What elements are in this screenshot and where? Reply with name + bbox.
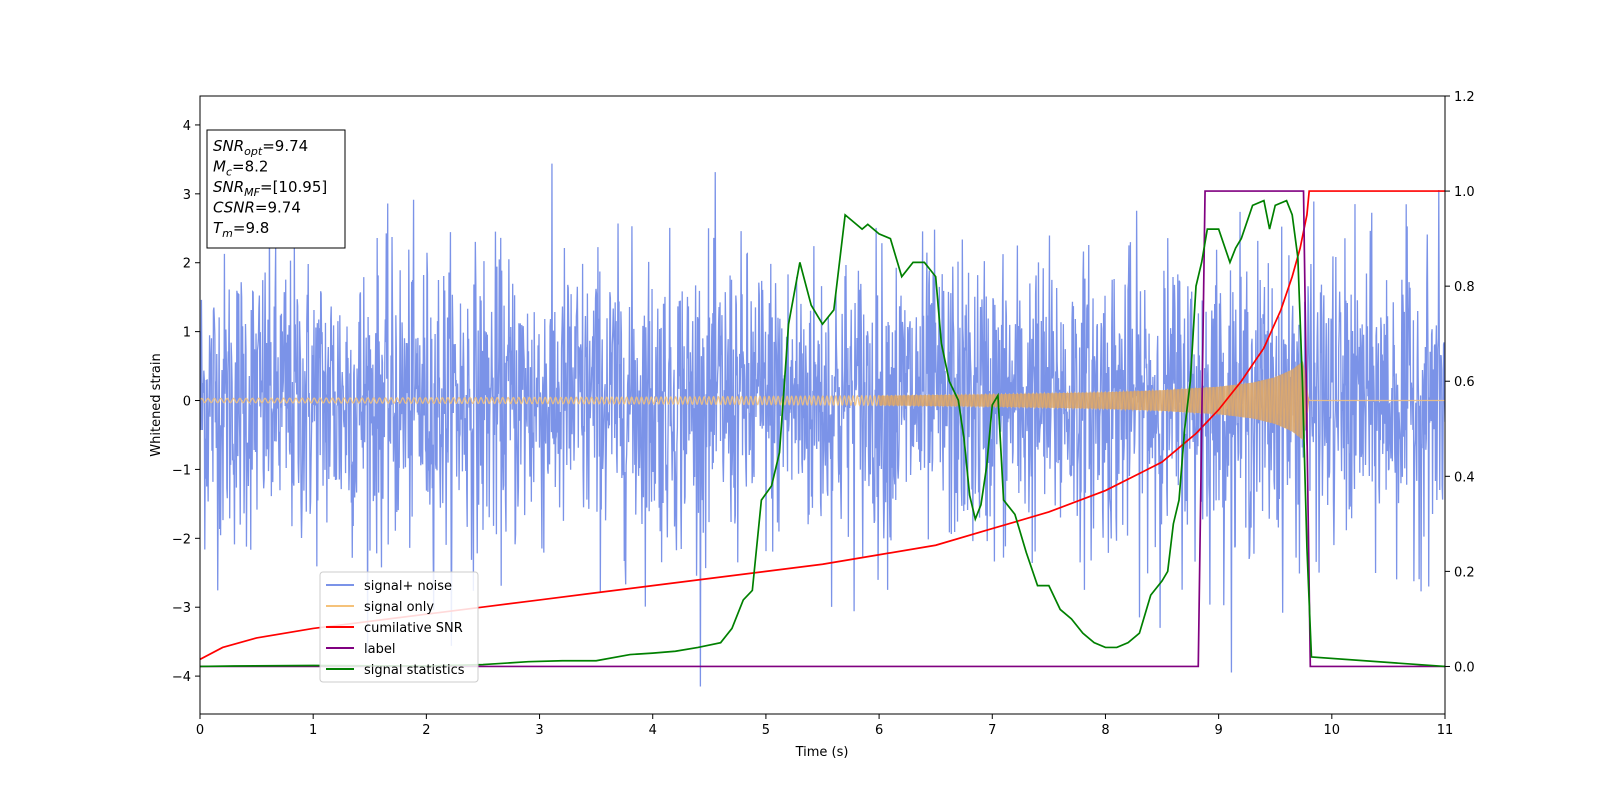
x-tick-label: 0 (196, 723, 204, 738)
y-tick-label: −3 (172, 601, 191, 616)
label-line (200, 190, 1445, 668)
annotation-line: SNRopt=9.74 (213, 137, 308, 158)
y2-tick-label: 1.0 (1454, 185, 1475, 200)
annotation-box: SNRopt=9.74Mc=8.2SNRMF=[10.95]CSNR=9.74T… (206, 129, 346, 249)
annotation-line: Mc=8.2 (213, 158, 268, 179)
x-tick-label: 7 (988, 723, 996, 738)
legend-label: cumilative SNR (364, 621, 463, 636)
x-tick-label: 11 (1437, 723, 1454, 738)
y-tick-label: −1 (172, 463, 191, 478)
annotation-subscript: c (226, 166, 232, 179)
annotation-symbol: SNR (213, 137, 244, 155)
y-tick-label: −4 (172, 670, 191, 685)
annotation-line: CSNR=9.74 (213, 199, 301, 217)
annotation-symbol: SNR (213, 178, 244, 196)
annotation-value: =9.74 (262, 137, 308, 155)
axes: 0 1 2 3 4 5 6 7 8 9 10 11 −4 −3 −2 −1 0 1 2 3 4 0.0 0.2 0.4 0.6 0… (172, 90, 1475, 738)
annotation-line: SNRMF=[10.95] (213, 178, 327, 199)
signal-statistics-line (200, 199, 1445, 668)
x-tick-label: 4 (649, 723, 657, 738)
annotation-value: =[10.95] (260, 178, 327, 196)
x-tick-label: 9 (1214, 723, 1222, 738)
y2-tick-label: 0.2 (1454, 565, 1475, 580)
y-tick-label: −2 (172, 532, 191, 547)
legend-label: label (364, 642, 395, 657)
annotation-subscript: MF (244, 186, 260, 199)
annotation-symbol: T (213, 219, 224, 237)
annotation-line: Tm=9.8 (213, 219, 269, 240)
y2-tick-label: 0.6 (1454, 375, 1475, 390)
x-tick-label: 10 (1324, 723, 1341, 738)
annotation-value: =9.8 (233, 219, 269, 237)
x-tick-label: 6 (875, 723, 883, 738)
signal-only-chirp-fill (879, 361, 1310, 440)
annotation-value: =9.74 (255, 199, 301, 217)
legend-label: signal+ noise (364, 579, 452, 594)
annotation-subscript: m (222, 227, 233, 240)
annotation-value: =8.2 (232, 158, 268, 176)
y-tick-label: 2 (183, 257, 191, 272)
y-tick-label: 0 (183, 395, 191, 410)
legend-frame (319, 571, 479, 683)
x-tick-label: 1 (309, 723, 317, 738)
y2-tick-label: 1.2 (1454, 90, 1475, 105)
y2-tick-label: 0.0 (1454, 660, 1475, 675)
x-axis-label: Time (s) (795, 745, 849, 760)
y-tick-label: 1 (183, 326, 191, 341)
legend-label: signal statistics (364, 663, 465, 678)
x-tick-label: 2 (422, 723, 430, 738)
annotation-symbol: CSNR (213, 199, 255, 217)
y2-tick-label: 0.4 (1454, 470, 1475, 485)
annotation-symbol: M (213, 158, 226, 176)
x-tick-label: 8 (1101, 723, 1109, 738)
legend-label: signal only (364, 600, 434, 615)
x-tick-label: 3 (535, 723, 543, 738)
y2-tick-label: 0.8 (1454, 280, 1475, 295)
plot-frame (199, 95, 1446, 715)
y-tick-label: 4 (183, 119, 191, 134)
x-tick-label: 5 (762, 723, 770, 738)
signal-noise-line (200, 163, 1445, 687)
y-tick-label: 3 (183, 188, 191, 203)
annotation-subscript: opt (244, 145, 263, 158)
annotation-frame (206, 129, 346, 249)
legend: signal+ noise signal only cumilative SNR la… (319, 571, 479, 683)
y-axis-label: Whitened strain (149, 353, 164, 456)
